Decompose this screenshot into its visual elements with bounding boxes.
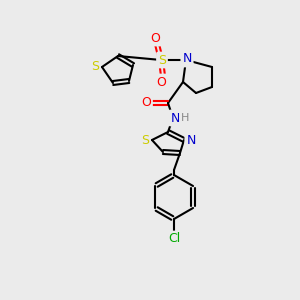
Text: O: O bbox=[150, 32, 160, 44]
Text: H: H bbox=[181, 113, 189, 123]
Text: N: N bbox=[186, 134, 196, 146]
Text: Cl: Cl bbox=[168, 232, 180, 245]
Text: S: S bbox=[141, 134, 149, 146]
Text: N: N bbox=[170, 112, 180, 124]
Text: O: O bbox=[156, 76, 166, 88]
Text: O: O bbox=[141, 97, 151, 110]
Text: S: S bbox=[158, 53, 166, 67]
Text: S: S bbox=[91, 59, 99, 73]
Text: N: N bbox=[182, 52, 192, 65]
